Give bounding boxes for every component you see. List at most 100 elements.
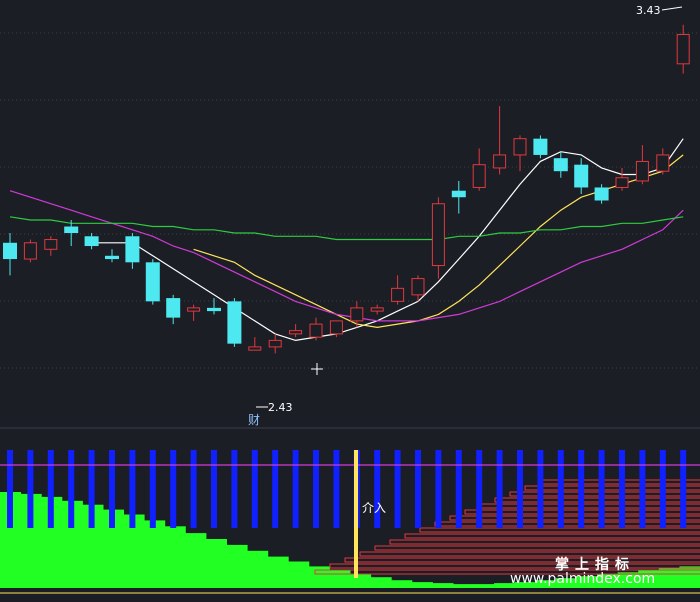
signal-label: 介入	[362, 501, 386, 515]
green-bar	[638, 570, 660, 588]
green-bar	[411, 582, 433, 588]
red-bar	[359, 551, 700, 557]
candle-body-down	[84, 236, 99, 247]
ma-line-0	[91, 138, 684, 342]
candle-body-up	[676, 34, 690, 65]
red-bar	[329, 563, 700, 569]
annotations: 3.43 2.43 财	[248, 4, 683, 427]
high-price-label: 3.43	[636, 4, 661, 17]
candle-body-up	[350, 307, 364, 322]
blue-bar	[7, 450, 13, 528]
blue-bar	[190, 450, 197, 528]
green-bar	[370, 577, 392, 588]
blue-bar	[68, 450, 75, 528]
green-bar	[452, 584, 474, 588]
green-bar	[350, 574, 372, 588]
green-bar	[123, 514, 145, 588]
candle-body-up	[431, 203, 445, 267]
blue-bar	[292, 450, 299, 528]
candle-body-down	[533, 138, 548, 155]
candle-body-up	[493, 154, 507, 169]
watermark: 掌上指标 www.palmindex.com	[510, 556, 655, 587]
blue-bar	[455, 450, 462, 528]
green-bar	[41, 496, 63, 588]
ma-line-2	[9, 190, 684, 322]
blue-bar	[231, 450, 238, 528]
green-bar	[82, 504, 104, 588]
blue-bar	[517, 450, 523, 528]
candle-body-up	[44, 239, 58, 250]
red-bar	[524, 485, 700, 491]
green-bar	[597, 574, 619, 588]
blue-bar	[557, 450, 564, 528]
blue-bar	[578, 450, 585, 528]
crosshair-cursor	[311, 363, 323, 375]
blue-bar	[109, 450, 115, 528]
blue-bar	[639, 450, 646, 528]
green-bar	[185, 533, 207, 588]
candle-body-up	[615, 177, 629, 188]
high-arrow	[661, 6, 683, 11]
candle-body-down	[594, 187, 609, 201]
candle-body-up	[370, 307, 384, 312]
red-bar	[374, 545, 700, 551]
green-bar	[308, 566, 330, 588]
candle-body-down	[451, 190, 466, 198]
green-bar	[432, 583, 454, 588]
green-bar	[535, 580, 557, 588]
candle-body-up	[513, 138, 527, 156]
green-histogram	[0, 492, 700, 588]
green-bar	[658, 568, 680, 588]
blue-bar	[129, 450, 136, 528]
green-bar	[102, 509, 124, 588]
watermark-url: www.palmindex.com	[510, 571, 655, 587]
green-bar	[144, 520, 166, 588]
candle-body-up	[23, 242, 37, 260]
red-bar	[314, 569, 700, 575]
blue-bar	[435, 450, 442, 528]
watermark-cn: 掌上指标	[555, 556, 635, 573]
green-bar	[617, 572, 639, 588]
blue-bar	[211, 450, 217, 528]
signal-bar	[354, 450, 358, 578]
red-bar	[479, 503, 700, 509]
candle-body-up	[656, 154, 670, 172]
blue-bar	[598, 450, 605, 528]
candle-body-down	[145, 262, 160, 302]
candle-body-down	[166, 298, 181, 318]
candle-body-up	[391, 287, 405, 302]
blue-bar	[170, 450, 177, 528]
ma-line-3	[9, 216, 684, 241]
blue-bar	[27, 450, 34, 528]
red-bar	[449, 515, 700, 521]
green-bar	[473, 584, 495, 588]
low-price-label: 2.43	[268, 401, 293, 414]
blue-bar	[394, 450, 401, 528]
blue-bar	[476, 450, 483, 528]
green-bar	[576, 576, 598, 588]
marker-label: 财	[248, 413, 260, 427]
red-bar	[464, 509, 700, 515]
blue-bar	[680, 450, 687, 528]
blue-bar	[313, 450, 319, 528]
blue-bar	[619, 450, 625, 528]
candle-body-up	[411, 278, 425, 296]
green-bar	[20, 493, 42, 588]
candle-body-up	[187, 307, 201, 312]
blue-bar	[272, 450, 279, 528]
candle-body-down	[227, 301, 242, 344]
green-bar	[226, 544, 248, 588]
candle-body-up	[248, 346, 262, 351]
blue-bar	[496, 450, 503, 528]
green-bar	[391, 580, 413, 588]
candle-body-up	[309, 323, 323, 338]
green-bar	[205, 539, 227, 588]
candle-body-down	[105, 255, 119, 260]
green-bar	[514, 582, 536, 588]
green-bar	[329, 570, 351, 588]
indicator-panel: 介入	[0, 450, 700, 594]
red-bar	[509, 491, 700, 497]
candle-body-down	[553, 158, 568, 172]
green-bar	[0, 492, 22, 588]
